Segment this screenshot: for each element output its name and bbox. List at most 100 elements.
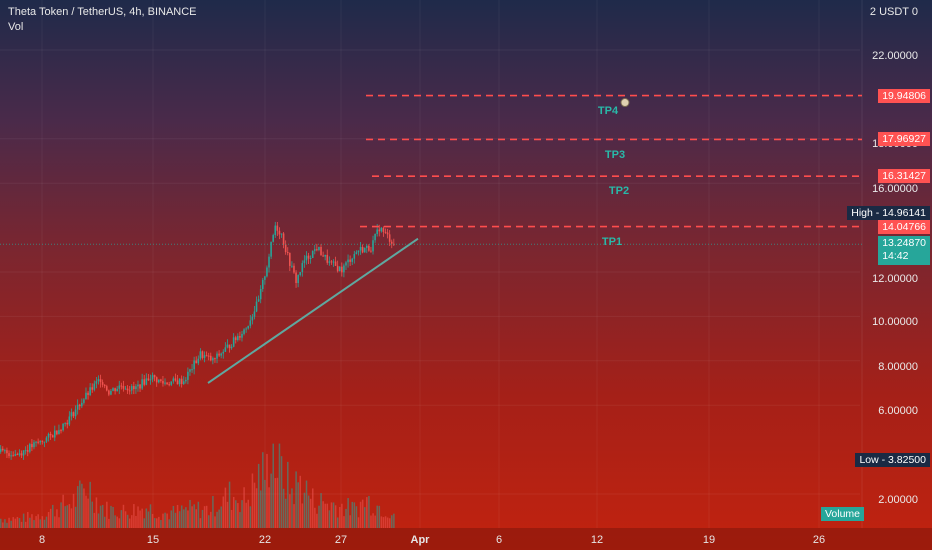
candle-body <box>135 386 137 390</box>
x-tick-label: 27 <box>334 534 348 546</box>
volume-bar <box>183 509 185 528</box>
volume-bar <box>345 508 347 528</box>
volume-bar <box>22 513 25 528</box>
target-label-tp1: TP1 <box>601 236 623 248</box>
volume-bar <box>222 496 225 528</box>
volume-bar <box>391 515 393 528</box>
volume-bar <box>210 511 212 528</box>
candle-body <box>332 261 335 263</box>
volume-bar <box>54 516 56 528</box>
volume-bar <box>189 499 191 528</box>
candle-body <box>386 232 389 235</box>
candle-body <box>261 279 264 289</box>
y-tick-label: 16.00000 <box>872 183 918 195</box>
volume-bar <box>20 521 23 528</box>
volume-bar <box>307 495 310 528</box>
volume-bar <box>176 504 179 528</box>
x-tick-label: 19 <box>702 534 716 546</box>
volume-bar <box>260 490 262 528</box>
candle-body <box>299 272 302 276</box>
volume-bar <box>353 502 356 528</box>
candle-body <box>6 450 8 454</box>
volume-bar <box>343 516 345 528</box>
candle-body <box>241 333 243 338</box>
candle-body <box>199 351 202 359</box>
candle-body <box>110 390 112 395</box>
volume-bar <box>332 502 335 528</box>
candle-body <box>10 455 12 457</box>
candle-body <box>157 379 160 383</box>
candle-body <box>234 337 237 341</box>
volume-bar <box>214 516 216 528</box>
candle-body <box>293 265 295 273</box>
volume-bar <box>131 515 133 528</box>
volume-bar <box>137 506 139 528</box>
candle-body <box>166 382 168 385</box>
volume-bar <box>312 488 314 528</box>
candle-body <box>56 430 58 435</box>
candle-body <box>81 402 83 407</box>
volume-bar <box>178 511 181 528</box>
candle-body <box>222 351 225 354</box>
volume-bar <box>282 488 285 528</box>
volume-bar <box>268 487 270 528</box>
candle-body <box>338 266 341 272</box>
x-tick-label: Apr <box>410 534 430 546</box>
volume-bar <box>249 506 252 528</box>
candle-body <box>103 384 106 387</box>
volume-bar <box>149 504 152 528</box>
volume-bar <box>18 518 21 528</box>
candle-body <box>18 453 21 455</box>
x-tick-label: 26 <box>812 534 826 546</box>
volume-bar <box>388 518 391 528</box>
candle-body <box>14 454 17 456</box>
volume-bar <box>384 516 387 528</box>
candle-body <box>341 266 343 273</box>
tp3-price-tag: 17.96927 <box>878 132 930 147</box>
candle-body <box>328 261 331 263</box>
volume-bar <box>295 471 297 528</box>
candle-body <box>60 430 62 432</box>
target-label-tp2: TP2 <box>608 185 630 197</box>
candle-body <box>164 382 166 384</box>
candle-body <box>270 241 272 257</box>
volume-bar <box>203 506 206 528</box>
volume-bar <box>93 512 96 528</box>
candle-body <box>33 442 35 448</box>
candle-body <box>62 423 64 431</box>
candle-body <box>120 385 123 387</box>
volume-bar <box>318 505 320 528</box>
candle-body <box>218 353 220 356</box>
candle-body <box>195 360 198 364</box>
candle-body <box>326 254 329 263</box>
volume-bar <box>218 509 220 528</box>
candle-body <box>16 454 19 456</box>
candle-body <box>95 381 98 384</box>
candle-body <box>301 263 304 273</box>
volume-bar <box>205 505 208 528</box>
candle-body <box>101 382 104 385</box>
candle-body <box>39 440 42 443</box>
volume-bar <box>370 515 372 528</box>
volume-bar <box>37 514 39 528</box>
volume-bar <box>226 501 229 528</box>
candle-body <box>330 261 333 263</box>
volume-bar <box>276 477 279 528</box>
candle-body <box>12 455 14 457</box>
volume-bar <box>272 443 274 528</box>
candle-body <box>361 246 364 253</box>
volume-bar <box>158 516 160 528</box>
candle-body <box>349 259 351 262</box>
volume-bar <box>106 501 108 528</box>
candle-body <box>295 272 297 284</box>
x-tick-label: 22 <box>258 534 272 546</box>
candle-body <box>43 441 46 443</box>
candle-body <box>230 346 233 349</box>
volume-bar <box>303 492 306 528</box>
volume-bar <box>299 475 302 528</box>
candle-body <box>24 450 27 452</box>
volume-bar <box>112 507 114 528</box>
candle-body <box>4 450 6 452</box>
volume-bar <box>393 513 395 528</box>
